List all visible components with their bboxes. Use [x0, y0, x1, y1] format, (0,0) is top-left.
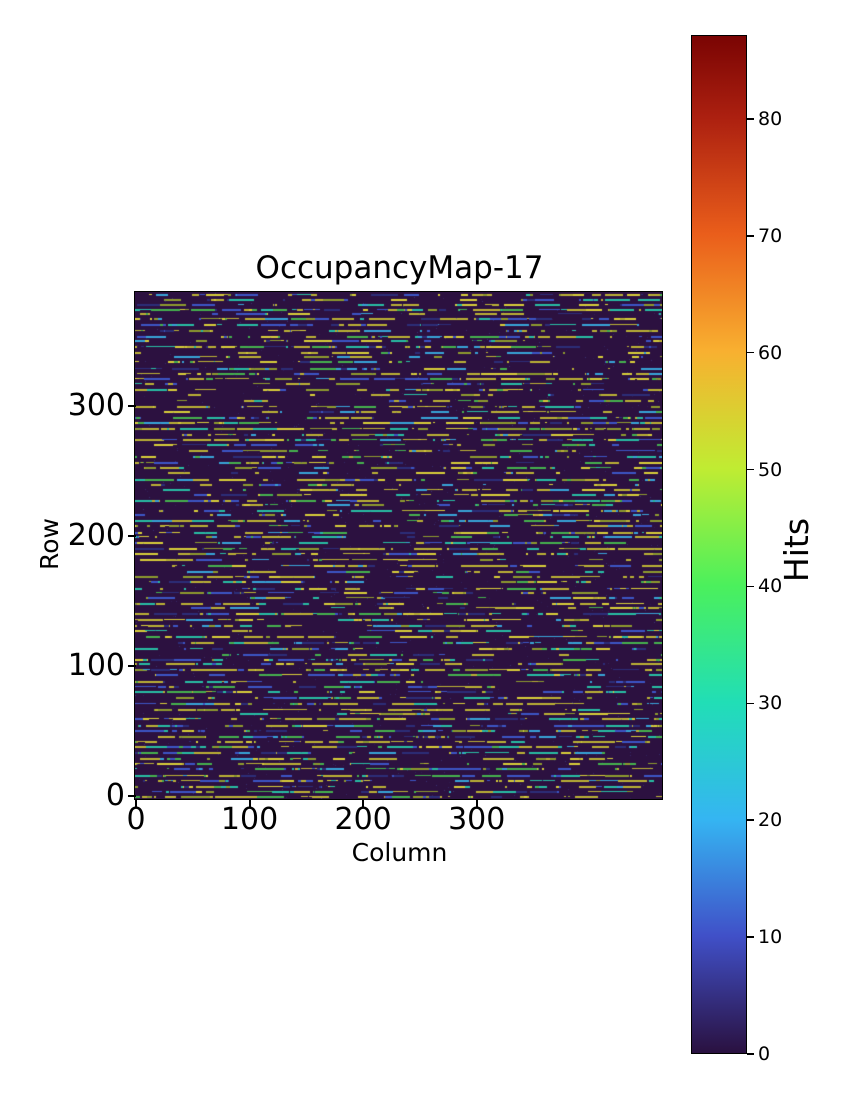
colorbar-tick-label: 10: [758, 926, 783, 949]
x-tick-label: 100: [220, 802, 279, 837]
colorbar-tick-mark: [747, 1053, 754, 1055]
x-tick-label: 300: [448, 802, 506, 837]
colorbar-tick-label: 50: [758, 458, 783, 481]
x-tick-mark: [135, 800, 137, 808]
heatmap-plot-area: [134, 291, 664, 801]
x-tick-mark: [475, 800, 478, 808]
colorbar-tick-mark: [747, 936, 754, 938]
colorbar-tick-label: 60: [758, 341, 783, 364]
x-tick-mark: [248, 800, 251, 808]
x-tick-label: 0: [126, 802, 146, 837]
y-tick-label: 200: [67, 518, 125, 554]
colorbar-tick-label: 70: [758, 224, 783, 247]
colorbar-tick-mark: [747, 234, 754, 237]
colorbar-tick-mark: [747, 118, 754, 120]
y-tick-mark: [128, 535, 136, 538]
chart-title: OccupancyMap-17: [255, 250, 544, 286]
x-tick-mark: [362, 800, 365, 808]
colorbar-tick-mark: [747, 468, 754, 471]
y-tick-label: 300: [67, 388, 125, 424]
y-tick-label: 0: [105, 778, 125, 813]
colorbar-tick-mark: [747, 819, 754, 821]
x-tick-label: 200: [334, 802, 392, 837]
x-axis-label: Column: [351, 838, 448, 867]
colorbar-tick-label: 0: [758, 1043, 771, 1065]
y-tick-mark: [128, 665, 136, 668]
colorbar-tick-label: 30: [758, 692, 783, 715]
colorbar-label: Hits: [777, 517, 816, 583]
colorbar-tick-mark: [747, 702, 754, 705]
colorbar-tick-mark: [747, 585, 754, 588]
y-tick-mark: [128, 795, 136, 797]
y-tick-label: 100: [67, 648, 125, 684]
colorbar-tick-mark: [747, 351, 754, 354]
y-axis-label: Row: [35, 518, 64, 570]
heatmap-canvas: [135, 292, 663, 800]
colorbar-tick-label: 40: [758, 575, 783, 598]
y-tick-mark: [128, 405, 136, 408]
colorbar: [691, 35, 748, 1055]
colorbar-tick-label: 80: [758, 107, 783, 130]
colorbar-tick-label: 20: [758, 809, 783, 832]
